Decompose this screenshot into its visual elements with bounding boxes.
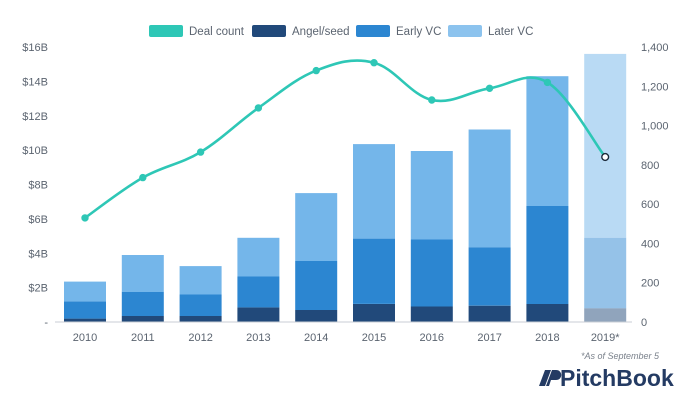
bar-angel-seed-2010 bbox=[64, 318, 106, 322]
bar-early-vc-2016 bbox=[410, 239, 453, 307]
deal-count-point-2016 bbox=[428, 96, 436, 104]
deal-count-line-path bbox=[84, 59, 607, 219]
x-axis: 2010 2011 2012 2013 2014 2015 2016 2017 2018 2019… bbox=[73, 332, 621, 344]
bar-early-vc-2013 bbox=[237, 276, 280, 308]
footnote: *As of September 5 bbox=[581, 351, 660, 361]
bar-early-vc-2017 bbox=[468, 247, 511, 306]
x-tick-label: 2017 bbox=[477, 332, 501, 344]
bar-angel-seed-2018 bbox=[526, 304, 569, 322]
pitchbook-logo: PitchBook bbox=[539, 365, 674, 391]
y-axis-left: - $2B $4B $6B $8B $10B $12B $14B $16B bbox=[22, 42, 48, 329]
deal-count-point-2019 bbox=[601, 152, 610, 162]
bar-angel-seed-2013 bbox=[237, 307, 280, 322]
y-left-tick-label: $2B bbox=[28, 283, 48, 295]
bar-angel-seed-2019 bbox=[584, 308, 627, 323]
bar-later-vc-2016 bbox=[410, 151, 453, 240]
x-tick-label: 2016 bbox=[420, 332, 444, 344]
bar-early-vc-2011 bbox=[121, 291, 164, 316]
y-left-tick-label: $14B bbox=[22, 76, 48, 88]
y-axis-right: 0 200 400 600 800 1,000 1,200 1,400 bbox=[641, 42, 669, 329]
x-tick-label: 2018 bbox=[535, 332, 559, 344]
legend-swatch-early-vc bbox=[356, 25, 390, 37]
bar-angel-seed-2011 bbox=[121, 316, 164, 322]
x-tick-label: 2010 bbox=[73, 332, 97, 344]
bar-angel-seed-2016 bbox=[410, 306, 453, 322]
x-tick-label: 2015 bbox=[362, 332, 386, 344]
y-right-tick-label: 400 bbox=[641, 238, 659, 250]
legend-item-deal-count: Deal count bbox=[149, 25, 245, 38]
y-left-tick-label: $12B bbox=[22, 111, 48, 123]
deal-count-point-2018 bbox=[543, 78, 552, 87]
legend-item-later-vc: Later VC bbox=[448, 25, 533, 38]
y-left-tick-label: $10B bbox=[22, 145, 48, 157]
bar-later-vc-2019 bbox=[584, 53, 627, 238]
deal-count-point-2017 bbox=[485, 84, 494, 93]
bar-later-vc-2017 bbox=[468, 129, 511, 248]
bar-early-vc-2012 bbox=[179, 294, 222, 316]
legend-swatch-angel-seed bbox=[252, 25, 286, 37]
legend-swatch-deal-count bbox=[149, 25, 183, 37]
bar-angel-seed-2012 bbox=[179, 316, 222, 322]
pitchbook-logo-icon bbox=[539, 370, 562, 386]
y-left-tick-label: $4B bbox=[28, 248, 48, 260]
bar-angel-seed-2015 bbox=[353, 304, 395, 322]
y-left-tick-label: $8B bbox=[28, 180, 48, 192]
x-tick-label: 2014 bbox=[304, 332, 328, 344]
legend-item-early-vc: Early VC bbox=[356, 25, 441, 38]
bar-later-vc-2015 bbox=[353, 144, 395, 239]
deal-count-point-2010 bbox=[81, 214, 89, 222]
bar-early-vc-2014 bbox=[295, 261, 338, 310]
y-right-tick-label: 1,000 bbox=[641, 121, 669, 133]
bar-later-vc-2011 bbox=[121, 255, 164, 292]
y-left-tick-label: - bbox=[44, 317, 48, 329]
bar-early-vc-2019 bbox=[584, 237, 627, 309]
bar-early-vc-2015 bbox=[353, 238, 395, 304]
x-tick-label: 2013 bbox=[246, 332, 270, 344]
deal-count-point-2011 bbox=[139, 173, 147, 182]
y-left-tick-label: $16B bbox=[22, 42, 48, 54]
bar-later-vc-2018 bbox=[526, 76, 569, 206]
y-right-tick-label: 200 bbox=[641, 278, 659, 290]
bar-early-vc-2010 bbox=[64, 301, 106, 319]
y-right-tick-label: 1,400 bbox=[641, 42, 669, 54]
deal-count-point-2012 bbox=[196, 148, 205, 156]
y-right-tick-label: 600 bbox=[641, 199, 659, 211]
bar-later-vc-2012 bbox=[179, 266, 222, 295]
bar-angel-seed-2017 bbox=[468, 305, 511, 322]
legend-item-angel-seed: Angel/seed bbox=[252, 25, 350, 38]
deal-count-point-2014 bbox=[312, 66, 320, 75]
bar-later-vc-2014 bbox=[295, 193, 338, 261]
legend: Deal count Angel/seed Early VC Later VC bbox=[149, 25, 533, 38]
bar-later-vc-2013 bbox=[237, 237, 280, 277]
x-tick-label: 2019* bbox=[591, 332, 620, 344]
legend-swatch-later-vc bbox=[448, 25, 482, 37]
bar-later-vc-2010 bbox=[64, 281, 106, 302]
legend-label-deal-count: Deal count bbox=[189, 26, 245, 38]
y-right-tick-label: 0 bbox=[641, 317, 647, 329]
bar-angel-seed-2014 bbox=[295, 310, 338, 322]
bar-early-vc-2018 bbox=[526, 206, 569, 304]
legend-label-later-vc: Later VC bbox=[488, 26, 533, 38]
pitchbook-logo-text: PitchBook bbox=[560, 365, 674, 391]
deal-count-line bbox=[81, 59, 610, 222]
deal-count-point-2013 bbox=[254, 104, 263, 112]
x-tick-label: 2012 bbox=[188, 332, 212, 344]
deal-count-point-2015 bbox=[370, 59, 378, 67]
legend-label-angel-seed: Angel/seed bbox=[292, 26, 350, 38]
x-tick-label: 2011 bbox=[131, 332, 155, 344]
legend-label-early-vc: Early VC bbox=[396, 26, 441, 38]
bars bbox=[64, 53, 627, 323]
y-left-tick-label: $6B bbox=[28, 214, 48, 226]
y-right-tick-label: 1,200 bbox=[641, 81, 669, 93]
y-right-tick-label: 800 bbox=[641, 160, 659, 172]
